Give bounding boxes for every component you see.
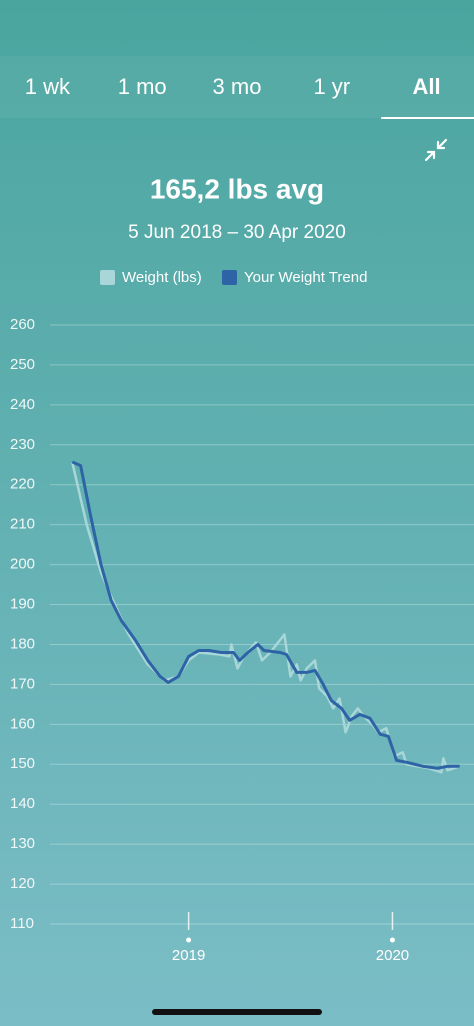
y-tick-label: 120: [10, 875, 35, 892]
tab[interactable]: 3 mo: [213, 74, 262, 99]
chart-title: 165,2 lbs avg: [150, 173, 324, 204]
plot: 110 120 130 140 150 160 170 180 190 200 210 220 230 2…: [10, 269, 474, 964]
legend-swatch: [222, 270, 237, 285]
y-tick-label: 180: [10, 635, 35, 652]
tab[interactable]: 1 mo: [118, 74, 167, 99]
tab-group: 1 wk 1 mo 3 mo 1 yr All: [25, 74, 474, 119]
x-tick-dot: [389, 937, 395, 943]
tab[interactable]: 1 wk: [25, 74, 71, 99]
x-tick-label: 2020: [376, 947, 409, 964]
tab[interactable]: 1 yr: [313, 74, 350, 99]
y-tick-label: 150: [10, 755, 35, 772]
legend-swatch: [100, 270, 115, 285]
collapse-icon[interactable]: [424, 138, 448, 162]
y-tick-label: 190: [10, 596, 35, 613]
y-tick-label: 160: [10, 715, 35, 732]
y-tick-label: 220: [10, 476, 35, 493]
y-tick-label: 170: [10, 675, 35, 692]
legend-label: Your Weight Trend: [244, 269, 367, 286]
x-tick-label: 2019: [172, 947, 205, 964]
y-tick-label: 240: [10, 396, 35, 413]
y-tick-label: 200: [10, 556, 35, 573]
series-line: [71, 460, 460, 770]
chart-subtitle: 5 Jun 2018 – 30 Apr 2020: [128, 222, 346, 243]
y-tick-label: 140: [10, 795, 35, 812]
legend-label: Weight (lbs): [122, 269, 202, 286]
y-tick-label: 130: [10, 835, 35, 852]
y-tick-label: 260: [10, 316, 35, 333]
tab-bar: [0, 56, 474, 118]
y-tick-label: 250: [10, 356, 35, 373]
y-tick-label: 110: [10, 915, 34, 932]
y-tick-label: 210: [10, 516, 35, 533]
home-indicator: [152, 1009, 322, 1015]
x-tick-dot: [186, 937, 192, 943]
tab[interactable]: All: [413, 74, 441, 99]
y-tick-label: 230: [10, 436, 35, 453]
tab-underline: [381, 117, 474, 119]
